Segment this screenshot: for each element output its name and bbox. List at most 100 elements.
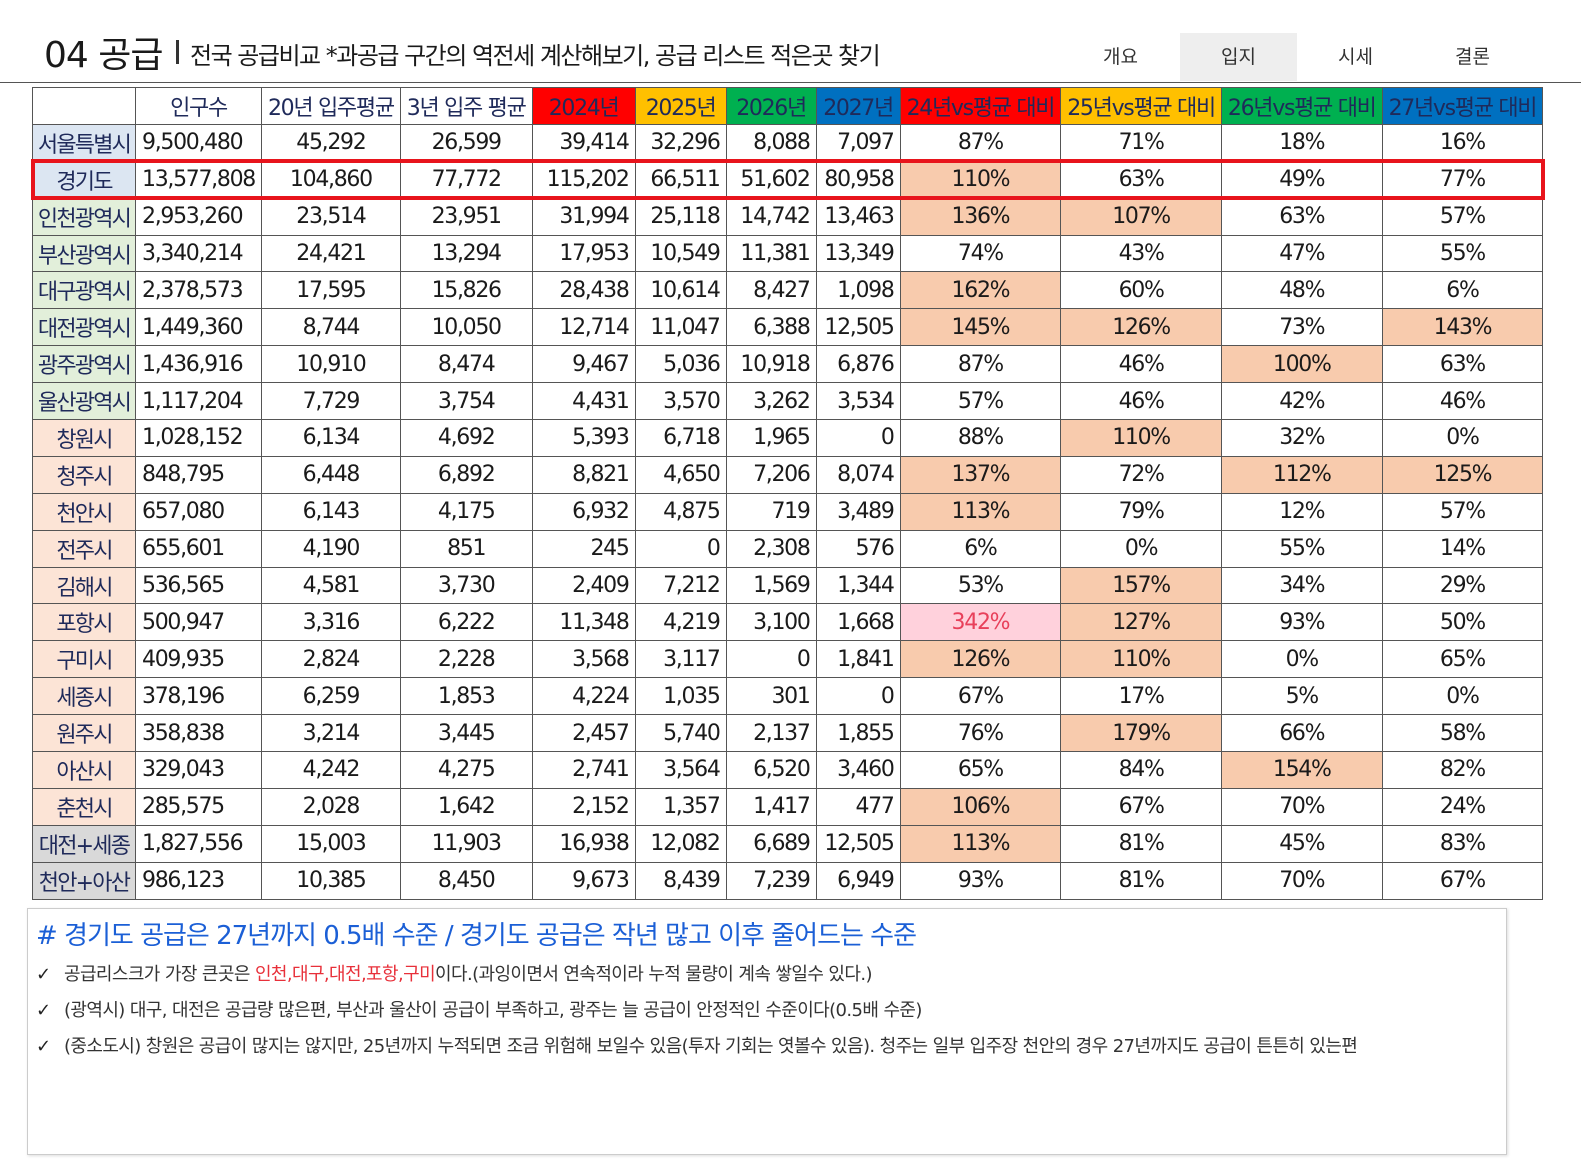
table-cell: 10,385 xyxy=(260,861,401,900)
table-row: 김해시 536,565 4,581 3,730 2,409 7,212 1,569 1,344… xyxy=(32,566,1544,605)
table-cell: 60% xyxy=(1060,271,1222,310)
table-cell: 8,074 xyxy=(815,455,901,494)
table-cell: 5,393 xyxy=(531,419,636,457)
table-cell: 1,344 xyxy=(815,566,901,605)
table-cell: 4,175 xyxy=(399,492,533,531)
table-cell: 0% xyxy=(1381,677,1544,716)
table-row: 전주시 655,601 4,190 851 245 0 2,308 576 6% 0% 55% 14% xyxy=(32,529,1544,568)
note-item: (광역시) 대구, 대전은 공급량 많은편, 부산과 울산이 공급이 부족하고,… xyxy=(36,993,1476,1029)
table-cell: 12,082 xyxy=(634,824,727,863)
note-text: 이다.(과잉이면서 연속적이라 누적 물량이 계속 쌓일수 있다.) xyxy=(435,964,872,985)
table-cell: 7,239 xyxy=(725,861,817,900)
table-row: 아산시 329,043 4,242 4,275 2,741 3,564 6,520 3,460… xyxy=(32,751,1544,789)
column-header: 20년 입주평균 xyxy=(260,87,401,125)
table-cell: 6,143 xyxy=(260,492,401,531)
table-cell: 7,097 xyxy=(815,123,901,162)
table-cell: 378,196 xyxy=(135,677,262,716)
table-row: 춘천시 285,575 2,028 1,642 2,152 1,357 1,417 477 10… xyxy=(32,787,1544,826)
nav-tab[interactable]: 시세 xyxy=(1338,46,1373,68)
table-cell: 23,951 xyxy=(399,197,533,236)
table-row: 경기도 13,577,808 104,860 77,772 115,202 66,511 5… xyxy=(32,160,1544,199)
column-header: 인구수 xyxy=(135,87,262,125)
table-cell: 39,414 xyxy=(531,123,636,162)
table-row: 세종시 378,196 6,259 1,853 4,224 1,035 301 0 67% 17%… xyxy=(32,677,1544,716)
table-cell: 88% xyxy=(899,419,1062,457)
table-cell: 7,212 xyxy=(634,566,727,605)
table-cell: 1,035 xyxy=(634,677,727,716)
table-cell: 3,489 xyxy=(815,492,901,531)
row-label: 세종시 xyxy=(32,677,136,716)
table-cell: 77,772 xyxy=(399,160,533,199)
table-cell: 143% xyxy=(1381,308,1544,347)
table-cell: 5% xyxy=(1220,677,1383,716)
table-cell: 42% xyxy=(1220,382,1383,421)
table-cell: 110% xyxy=(1060,419,1222,457)
table-cell: 15,826 xyxy=(399,271,533,310)
table-cell: 5,740 xyxy=(634,714,727,753)
table-cell: 5,036 xyxy=(634,345,727,384)
table-cell: 74% xyxy=(899,234,1062,273)
table-cell: 9,467 xyxy=(531,345,636,384)
table-cell: 50% xyxy=(1381,603,1544,642)
table-cell: 986,123 xyxy=(135,861,262,900)
table-cell: 1,357 xyxy=(634,787,727,826)
table-cell: 82% xyxy=(1381,751,1544,789)
table-cell: 28,438 xyxy=(531,271,636,310)
table-cell: 58% xyxy=(1381,714,1544,753)
note-emphasis: 인천,대구,대전,포항,구미 xyxy=(254,964,436,985)
table-row: 천안+아산 986,123 10,385 8,450 9,673 8,439 7,239 6,… xyxy=(32,861,1544,900)
table-cell: 2,457 xyxy=(531,714,636,753)
nav-tab[interactable]: 결론 xyxy=(1455,46,1490,68)
table-cell: 3,214 xyxy=(260,714,401,753)
table-cell: 7,729 xyxy=(260,382,401,421)
header: 04 공급 전국 공급비교 *과공급 구간의 역전세 계산해보기, 공급 리스트… xyxy=(0,0,1581,83)
row-label: 청주시 xyxy=(32,455,136,494)
table-cell: 329,043 xyxy=(135,751,262,789)
table-cell: 55% xyxy=(1381,234,1544,273)
table-cell: 2,308 xyxy=(725,529,817,568)
table-cell: 49% xyxy=(1220,160,1383,199)
table-cell: 57% xyxy=(1381,492,1544,531)
table-cell: 358,838 xyxy=(135,714,262,753)
row-label: 인천광역시 xyxy=(32,197,136,236)
table-cell: 301 xyxy=(725,677,817,716)
table-row: 대구광역시 2,378,573 17,595 15,826 28,438 10,614 8,… xyxy=(32,271,1544,310)
table-cell: 3,754 xyxy=(399,382,533,421)
table-cell: 2,028 xyxy=(260,787,401,826)
table-row: 원주시 358,838 3,214 3,445 2,457 5,740 2,137 1,855… xyxy=(32,714,1544,753)
table-cell: 8,088 xyxy=(725,123,817,162)
row-label: 아산시 xyxy=(32,751,136,789)
table-cell: 43% xyxy=(1060,234,1222,273)
table-cell: 154% xyxy=(1220,751,1383,789)
table-cell: 26,599 xyxy=(399,123,533,162)
table-cell: 45,292 xyxy=(260,123,401,162)
table-cell: 3,100 xyxy=(725,603,817,642)
table-cell: 15,003 xyxy=(260,824,401,863)
notes-heading: # 경기도 공급은 27년까지 0.5배 수준 / 경기도 공급은 작년 많고 … xyxy=(36,921,917,951)
row-label: 대구광역시 xyxy=(32,271,136,310)
table-cell: 29% xyxy=(1381,566,1544,605)
table-cell: 4,692 xyxy=(399,419,533,457)
row-label: 천안+아산 xyxy=(32,861,136,900)
table-cell: 63% xyxy=(1220,197,1383,236)
table-cell: 1,668 xyxy=(815,603,901,642)
row-label: 대전+세종 xyxy=(32,824,136,863)
nav-tab[interactable]: 입지 xyxy=(1180,33,1297,81)
row-label: 경기도 xyxy=(32,160,136,199)
table-cell: 11,047 xyxy=(634,308,727,347)
table-cell: 10,910 xyxy=(260,345,401,384)
table-cell: 409,935 xyxy=(135,640,262,679)
table-cell: 46% xyxy=(1060,345,1222,384)
table-cell: 110% xyxy=(899,160,1062,199)
nav-tab[interactable]: 개요 xyxy=(1103,46,1138,68)
note-text: (광역시) 대구, 대전은 공급량 많은편, 부산과 울산이 공급이 부족하고,… xyxy=(64,1000,922,1021)
table-cell: 4,224 xyxy=(531,677,636,716)
table-cell: 80,958 xyxy=(815,160,901,199)
table-cell: 0% xyxy=(1220,640,1383,679)
table-row: 인천광역시 2,953,260 23,514 23,951 31,994 25,118 14… xyxy=(32,197,1544,236)
table-cell: 3,730 xyxy=(399,566,533,605)
table-cell: 57% xyxy=(1381,197,1544,236)
table-cell: 4,581 xyxy=(260,566,401,605)
table-cell: 110% xyxy=(1060,640,1222,679)
table-cell: 477 xyxy=(815,787,901,826)
